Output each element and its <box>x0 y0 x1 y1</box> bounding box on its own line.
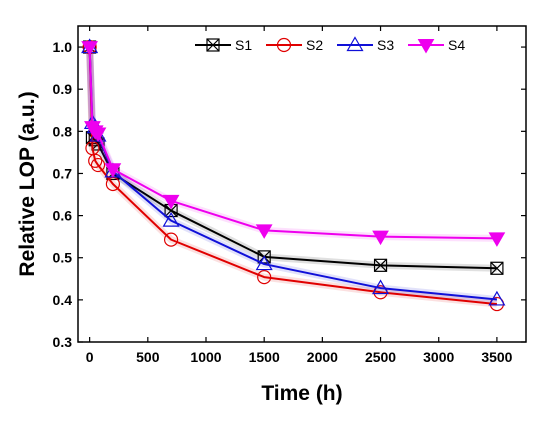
data-point <box>373 258 388 272</box>
legend-item-s3: S3 <box>337 36 394 53</box>
data-point <box>162 194 180 210</box>
data-point <box>90 157 106 173</box>
x-tick-label: 500 <box>136 349 160 365</box>
y-tick-label: 0.6 <box>53 208 73 224</box>
y-tick-label: 0.9 <box>53 81 73 97</box>
series-s2 <box>82 39 505 312</box>
x-tick-label: 2000 <box>307 349 338 365</box>
legend-item-s1: S1 <box>195 37 252 53</box>
y-tick-label: 0.4 <box>53 292 73 308</box>
x-axis-title: Time (h) <box>261 382 342 405</box>
data-point <box>488 232 506 247</box>
data-point <box>488 290 506 306</box>
x-tick-label: 3500 <box>481 349 512 365</box>
series-glow <box>86 46 497 242</box>
plot-frame <box>77 25 527 343</box>
data-point <box>255 255 273 271</box>
legend-label: S3 <box>377 37 394 53</box>
data-point <box>257 270 272 285</box>
data-point <box>162 211 180 227</box>
data-point <box>255 224 273 239</box>
legend-item-s4: S4 <box>408 37 465 54</box>
series-s4 <box>81 41 506 247</box>
x-tick-label: 1500 <box>249 349 280 365</box>
y-axis-title: Relative LOP (a.u.) <box>16 91 39 276</box>
legend-label: S2 <box>306 37 323 53</box>
legend: S1 S2 S3 S4 <box>195 36 465 54</box>
data-point <box>490 261 504 275</box>
legend-label: S4 <box>448 37 465 53</box>
legend-marker <box>346 36 364 52</box>
data-point <box>81 41 99 56</box>
axis-ticks: 0 500 1000 1500 2000 2500 3000 3500 0.3 0.4 0.5 0.6… <box>53 26 526 365</box>
data-point <box>372 279 390 295</box>
legend-marker <box>276 37 292 53</box>
data-point <box>88 153 103 168</box>
series-layer <box>81 38 506 312</box>
data-point <box>163 232 179 247</box>
legend-marker <box>417 39 435 54</box>
legend-label: S1 <box>235 37 252 53</box>
x-tick-label: 2500 <box>365 349 396 365</box>
legend-marker <box>206 38 220 52</box>
y-tick-label: 1.0 <box>53 39 73 55</box>
series-line <box>88 47 498 306</box>
y-tick-label: 0.7 <box>53 165 73 181</box>
series-line <box>88 47 497 240</box>
x-tick-label: 1000 <box>190 349 221 365</box>
legend-item-s2: S2 <box>266 37 323 53</box>
y-tick-label: 0.3 <box>53 334 73 350</box>
y-tick-label: 0.8 <box>53 123 73 139</box>
x-tick-label: 0 <box>86 349 94 365</box>
data-point <box>372 230 389 246</box>
data-point <box>104 163 122 178</box>
y-tick-label: 0.5 <box>53 250 73 266</box>
x-tick-label: 3000 <box>423 349 454 365</box>
data-point <box>89 127 107 142</box>
